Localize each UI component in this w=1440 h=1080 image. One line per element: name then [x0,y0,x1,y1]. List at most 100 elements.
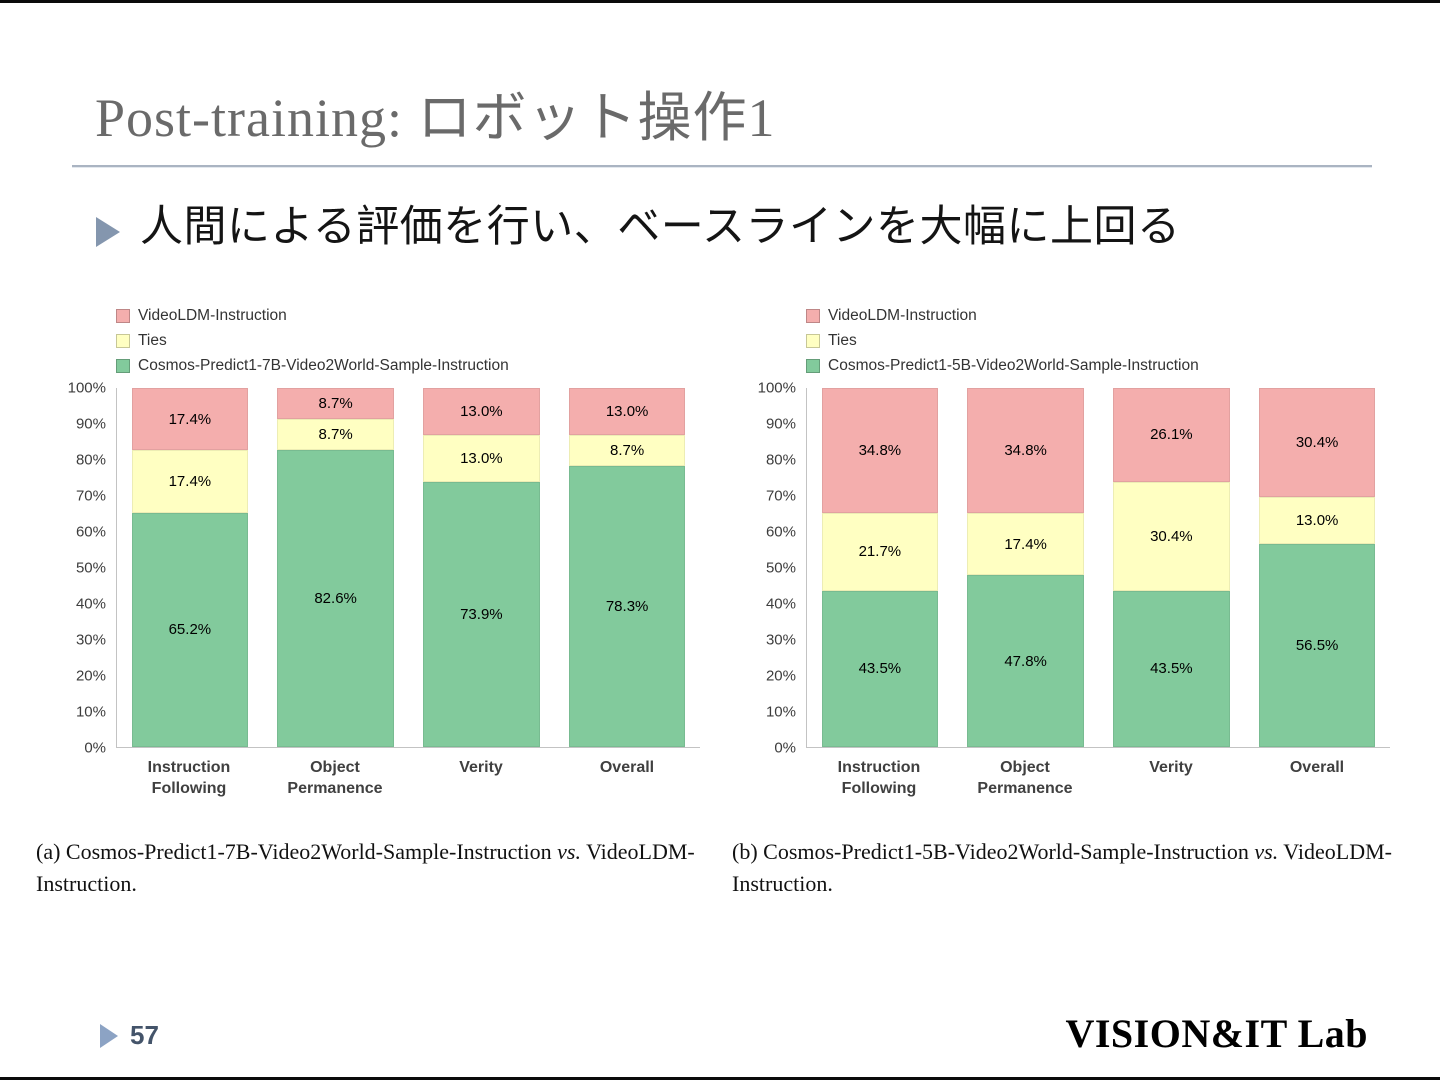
data-label: 17.4% [168,473,212,491]
legend-item: VideoLDM-Instruction [806,307,1390,325]
bar-segment: 34.8% [821,387,939,513]
bullet-arrow-icon [96,217,120,248]
data-label: 34.8% [1004,441,1047,459]
x-category-label: Verity [459,758,503,776]
y-axis-tick-label: 50% [765,559,796,577]
legend-item: Cosmos-Predict1-7B-Video2World-Sample-In… [116,357,700,375]
chart-5b-vs-videoldm: VideoLDM-Instruction Ties Cosmos-Predict1-… [728,307,1390,800]
y-axis: 0% 10% 20% 30% 40% 50% 60% 70% 80% 90% 100% [38,380,116,755]
y-axis-tick-label: 70% [765,487,796,505]
caption-a-pre: (a) Cosmos-Predict1-7B-Video2World-Sampl… [36,839,558,865]
legend-swatch [806,358,820,373]
legend-label: Ties [828,331,857,349]
y-axis-tick-label: 60% [765,523,796,541]
legend-item: Cosmos-Predict1-5B-Video2World-Sample-In… [806,357,1390,375]
data-label: 30.4% [1295,434,1339,452]
data-label: 8.7% [318,426,353,444]
x-category-label: Object Permanence [287,758,383,798]
caption-b: (b) Cosmos-Predict1-5B-Video2World-Sampl… [732,836,1394,900]
y-axis: 0% 10% 20% 30% 40% 50% 60% 70% 80% 90% 100% [728,380,806,755]
y-axis-tick-label: 20% [75,667,106,685]
legend-item: Ties [806,332,1390,350]
bar-slot: 56.5% 13.0% 30.4% [1244,388,1390,747]
stacked-bar: 65.2% 17.4% 17.4% [131,387,249,747]
bar-slot: 43.5% 30.4% 26.1% [1099,387,1245,747]
plot-area: 65.2% 17.4% 17.4% 82.6% 8.7% 8.7% 73.9% 13.0% 13… [116,387,700,748]
captions-row: (a) Cosmos-Predict1-7B-Video2World-Sampl… [36,836,1416,900]
legend-swatch [806,308,820,323]
plot-area: 43.5% 21.7% 34.8% 47.8% 17.4% 34.8% 43.5% 30.4%… [806,387,1390,748]
data-label: 56.5% [1295,636,1339,654]
bar-segment: 82.6% [277,450,394,747]
data-label: 82.6% [314,590,357,608]
y-axis-tick-label: 90% [765,415,796,433]
legend-item: Ties [116,332,700,350]
y-axis-tick-label: 30% [75,631,106,649]
legend-swatch [806,333,820,348]
data-label: 43.5% [1150,660,1193,678]
bar-segment: 13.0% [1258,497,1376,545]
bar-segment: 43.5% [821,590,939,747]
data-label: 13.0% [1295,512,1339,530]
bar-segment: 43.5% [1113,590,1230,747]
stacked-bar: 82.6% 8.7% 8.7% [277,387,394,747]
bar-segment: 78.3% [568,465,686,747]
title-area: Post-training: ロボット操作1 [0,3,1440,149]
data-label: 47.8% [1004,652,1047,670]
x-category-label: Instruction Following [147,758,231,798]
data-label: 17.4% [1004,535,1047,553]
bar-slot: 47.8% 17.4% 34.8% [953,387,1099,747]
data-label: 13.0% [460,403,503,421]
page-title: Post-training: ロボット操作1 [95,88,776,148]
y-axis-tick-label: 10% [765,703,796,721]
bullet-text: 人間による評価を行い、ベースラインを大幅に上回る [140,203,1181,252]
stacked-bar: 43.5% 30.4% 26.1% [1113,387,1230,747]
caption-b-pre: (b) Cosmos-Predict1-5B-Video2World-Sampl… [732,839,1255,865]
legend-label: VideoLDM-Instruction [828,306,977,324]
x-category-label: Overall [1289,758,1345,776]
caption-a-vs: vs. [557,839,581,865]
chart-legend: VideoLDM-Instruction Ties Cosmos-Predict1-… [806,307,1390,375]
y-axis-tick-label: 10% [75,703,106,721]
plot-row: 0% 10% 20% 30% 40% 50% 60% 70% 80% 90% 100% 65.2% 1… [38,380,700,755]
legend-label: Cosmos-Predict1-5B-Video2World-Sample-In… [828,356,1199,374]
bar-slot: 73.9% 13.0% 13.0% [409,388,555,747]
plot-row: 0% 10% 20% 30% 40% 50% 60% 70% 80% 90% 100% 43.5% 2… [728,380,1390,755]
x-category-label: Overall [599,758,655,776]
data-label: 17.4% [168,410,212,428]
legend-label: Cosmos-Predict1-7B-Video2World-Sample-In… [138,356,509,374]
stacked-bar: 56.5% 13.0% 30.4% [1258,388,1376,747]
data-label: 78.3% [605,597,649,615]
y-axis-tick-label: 40% [765,595,796,613]
y-axis-tick-label: 70% [75,487,106,505]
stacked-bar: 47.8% 17.4% 34.8% [967,387,1084,747]
caption-a-post: VideoLDM-Instruction. [36,839,695,896]
legend-swatch [116,308,130,323]
bar-slot: 82.6% 8.7% 8.7% [263,387,409,747]
data-label: 8.7% [610,441,645,459]
x-category-label: Verity [1149,758,1193,776]
bar-segment: 30.4% [1113,481,1230,591]
bar-segment: 17.4% [131,450,249,513]
y-axis-tick-label: 30% [765,631,796,649]
data-label: 13.0% [460,449,503,467]
bar-segment: 34.8% [967,387,1084,513]
legend-swatch [116,358,130,373]
x-axis-labels: Instruction Following Object Permanence Ve… [116,757,700,800]
y-axis-tick-label: 80% [765,451,796,469]
legend-item: VideoLDM-Instruction [116,307,700,325]
bar-segment: 17.4% [131,387,249,451]
legend-label: Ties [138,331,167,349]
stacked-bar: 43.5% 21.7% 34.8% [821,387,939,747]
stacked-bar: 73.9% 13.0% 13.0% [423,388,540,747]
page-number-arrow-icon [100,1023,118,1048]
y-axis-tick-label: 40% [75,595,106,613]
caption-a: (a) Cosmos-Predict1-7B-Video2World-Sampl… [36,836,698,900]
data-label: 34.8% [858,441,902,459]
caption-b-vs: vs. [1254,839,1279,865]
bar-segment: 73.9% [423,481,540,747]
bar-segment: 13.0% [423,434,540,482]
bar-slot: 78.3% 8.7% 13.0% [554,387,700,747]
y-axis-tick-label: 80% [75,451,106,469]
